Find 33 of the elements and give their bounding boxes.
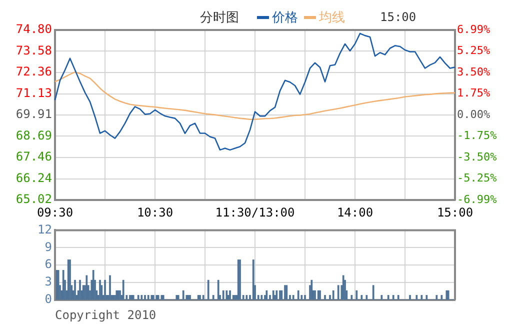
y2-tick-label: -3.50% — [457, 150, 498, 164]
y-tick-label: 6 — [44, 257, 52, 272]
y-tick-label: 3 — [44, 274, 52, 289]
legend-label: 均线 — [318, 10, 345, 26]
y2-tick-label: -1.75% — [457, 129, 498, 142]
x-tick-label: 11:30/13:00 — [215, 205, 295, 220]
chart-title: 分时图 — [200, 10, 239, 26]
text: Copyright 2010 — [55, 308, 156, 322]
y-tick-label: 9 — [44, 240, 52, 254]
y2-tick-label: 3.50% — [457, 65, 490, 78]
x-tick-label: 09:30 — [36, 205, 74, 220]
y-tick-label: 71.13 — [16, 86, 52, 100]
y2-tick-label: 1.75% — [457, 86, 490, 100]
y-tick-label: 0 — [44, 292, 52, 306]
y-tick-label: 65.02 — [16, 192, 52, 206]
y2-tick-label: 0.00% — [457, 108, 490, 121]
y-tick-label: 67.46 — [16, 150, 52, 164]
y-tick-label: 73.58 — [16, 43, 52, 58]
legend-label: 价格 — [271, 10, 298, 26]
y2-tick-label: 5.25% — [457, 44, 490, 58]
x-tick-label: 10:30 — [136, 205, 174, 220]
y2-tick-label: -5.25% — [457, 172, 498, 185]
y-tick-label: 12 — [38, 222, 52, 236]
y2-tick-label: -6.99% — [457, 192, 498, 206]
y-tick-label: 69.91 — [16, 107, 52, 122]
y2-tick-label: 6.99% — [457, 22, 490, 36]
y-tick-label: 74.80 — [16, 22, 52, 36]
text: 15:00 — [380, 10, 416, 24]
y-tick-label: 68.69 — [16, 128, 52, 142]
x-tick-label: 15:00 — [436, 205, 474, 220]
y-tick-label: 66.24 — [16, 170, 52, 185]
y-tick-label: 72.36 — [16, 64, 52, 79]
x-tick-label: 14:00 — [336, 205, 374, 220]
